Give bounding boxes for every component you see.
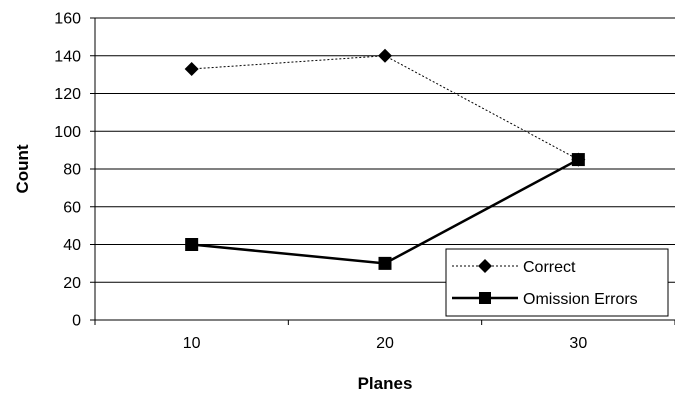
x-axis-ticks: 10 20 30	[94, 320, 675, 352]
y-axis-ticks: 0 20 40 60 80 100 120 140 160	[54, 11, 95, 330]
series-line-correct	[191, 55, 579, 161]
y-tick-label: 20	[63, 275, 81, 292]
y-tick-label: 100	[54, 124, 81, 141]
series-line-omission-errors	[191, 158, 579, 265]
y-tick-label: 120	[54, 86, 81, 103]
legend-box	[445, 248, 669, 317]
data-point-correct	[378, 48, 392, 63]
legend-marker-correct	[478, 259, 492, 273]
x-axis-title: Planes	[358, 374, 413, 393]
y-tick-label: 140	[54, 48, 81, 65]
legend: Correct Omission Errors	[445, 248, 669, 317]
y-tick-label: 0	[72, 313, 81, 330]
y-axis-title: Count	[13, 144, 32, 193]
legend-label-correct: Correct	[523, 259, 576, 276]
legend-label-omission-errors: Omission Errors	[523, 291, 638, 308]
x-tick-label: 20	[376, 335, 394, 352]
y-tick-label: 80	[63, 162, 81, 179]
data-point-omission-errors	[185, 238, 199, 251]
data-point-correct	[571, 152, 586, 167]
x-tick-label: 30	[569, 335, 587, 352]
y-tick-label: 60	[63, 199, 81, 216]
series-layer	[184, 48, 586, 270]
data-point-correct	[184, 61, 199, 76]
y-tick-label: 160	[54, 11, 81, 28]
data-point-omission-errors	[378, 256, 392, 270]
legend-marker-omission-errors	[479, 292, 491, 304]
x-tick-label: 10	[183, 335, 201, 352]
y-tick-label: 40	[63, 237, 81, 254]
